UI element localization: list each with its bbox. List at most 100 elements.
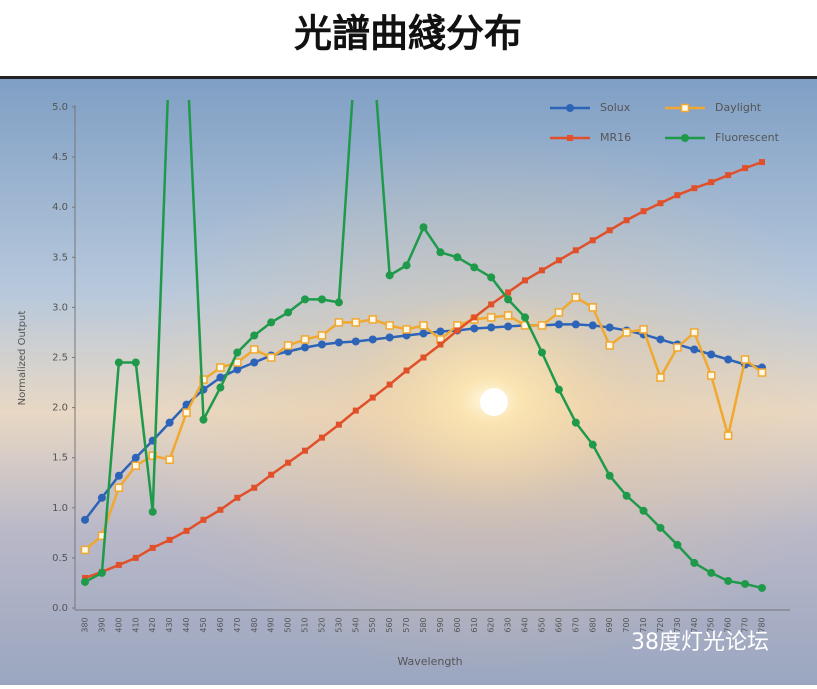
point xyxy=(233,365,242,374)
point xyxy=(317,340,326,349)
separator xyxy=(0,76,817,79)
point xyxy=(419,321,428,330)
point xyxy=(318,434,325,441)
x-tick-label: 670 xyxy=(571,617,580,632)
point xyxy=(724,576,733,585)
y-tick-label: 5.0 xyxy=(52,102,68,113)
point xyxy=(537,321,547,330)
point xyxy=(470,324,479,333)
point xyxy=(301,343,310,352)
x-tick-label: 780 xyxy=(758,617,767,632)
x-tick-label: 650 xyxy=(537,617,546,632)
point xyxy=(97,568,106,577)
x-tick-label: 610 xyxy=(470,617,479,632)
point xyxy=(250,331,259,340)
point xyxy=(605,341,614,350)
point xyxy=(334,338,343,347)
point xyxy=(725,172,732,179)
y-tick-label: 3.5 xyxy=(52,252,68,263)
y-tick-label: 1.0 xyxy=(52,503,68,514)
x-tick-label: 440 xyxy=(182,617,191,632)
point xyxy=(554,385,563,394)
point xyxy=(385,271,394,280)
point xyxy=(588,303,597,312)
x-tick-label: 490 xyxy=(267,617,276,632)
point xyxy=(656,523,665,532)
point xyxy=(250,358,259,367)
y-tick-label: 3.0 xyxy=(52,302,68,313)
x-tick-label: 570 xyxy=(402,617,411,632)
x-tick-label: 580 xyxy=(419,617,428,632)
point xyxy=(233,348,242,357)
point xyxy=(437,341,444,348)
point xyxy=(131,358,140,367)
point xyxy=(283,341,293,350)
legend-marker xyxy=(680,103,690,113)
x-tick-label: 620 xyxy=(487,617,496,632)
legend-label: Fluorescent xyxy=(715,131,780,144)
y-tick-label: 2.5 xyxy=(52,353,68,364)
point xyxy=(691,185,698,192)
y-tick-label: 0.0 xyxy=(52,603,68,614)
point xyxy=(115,561,122,568)
x-tick-label: 520 xyxy=(317,617,326,632)
title-band xyxy=(0,0,817,78)
point xyxy=(657,200,664,207)
point xyxy=(402,325,411,334)
point xyxy=(80,545,90,555)
x-tick-label: 420 xyxy=(148,617,157,632)
x-tick-label: 690 xyxy=(605,617,614,632)
point xyxy=(759,159,765,166)
point xyxy=(199,375,208,384)
point xyxy=(503,311,513,320)
x-tick-label: 750 xyxy=(707,617,716,632)
point xyxy=(488,301,495,308)
point xyxy=(335,421,342,428)
x-tick-label: 470 xyxy=(233,617,242,632)
x-tick-label: 480 xyxy=(250,617,259,632)
x-tick-label: 770 xyxy=(741,617,750,632)
x-axis-label: Wavelength xyxy=(397,655,462,668)
point xyxy=(419,223,428,232)
x-tick-label: 380 xyxy=(81,617,90,632)
point xyxy=(639,325,648,334)
point xyxy=(420,354,427,361)
point xyxy=(268,471,275,478)
x-tick-label: 540 xyxy=(351,617,360,632)
point xyxy=(301,295,310,304)
point xyxy=(266,353,276,362)
point xyxy=(284,308,293,317)
point xyxy=(216,363,225,372)
point xyxy=(571,293,581,302)
legend-marker xyxy=(567,135,573,141)
point xyxy=(470,263,479,272)
point xyxy=(606,227,613,234)
point xyxy=(505,289,512,296)
point xyxy=(114,358,123,367)
point xyxy=(571,418,580,427)
y-axis-label: Normalized Output xyxy=(17,311,28,406)
point xyxy=(554,320,563,329)
point xyxy=(521,313,530,322)
point xyxy=(554,308,564,317)
point xyxy=(131,461,141,470)
x-tick-label: 530 xyxy=(334,617,343,632)
sun xyxy=(480,388,508,416)
x-tick-label: 500 xyxy=(284,617,293,632)
point xyxy=(436,327,445,336)
point xyxy=(200,516,207,523)
point xyxy=(334,318,344,327)
point xyxy=(486,313,496,322)
x-tick-label: 550 xyxy=(368,617,377,632)
y-tick-label: 4.5 xyxy=(52,152,68,163)
x-tick-label: 720 xyxy=(656,617,665,632)
point xyxy=(471,314,478,321)
point xyxy=(165,455,174,464)
x-tick-label: 760 xyxy=(724,617,733,632)
point xyxy=(82,574,88,581)
point xyxy=(166,536,173,543)
x-tick-label: 460 xyxy=(216,617,225,632)
point xyxy=(351,337,360,346)
point xyxy=(183,527,190,534)
